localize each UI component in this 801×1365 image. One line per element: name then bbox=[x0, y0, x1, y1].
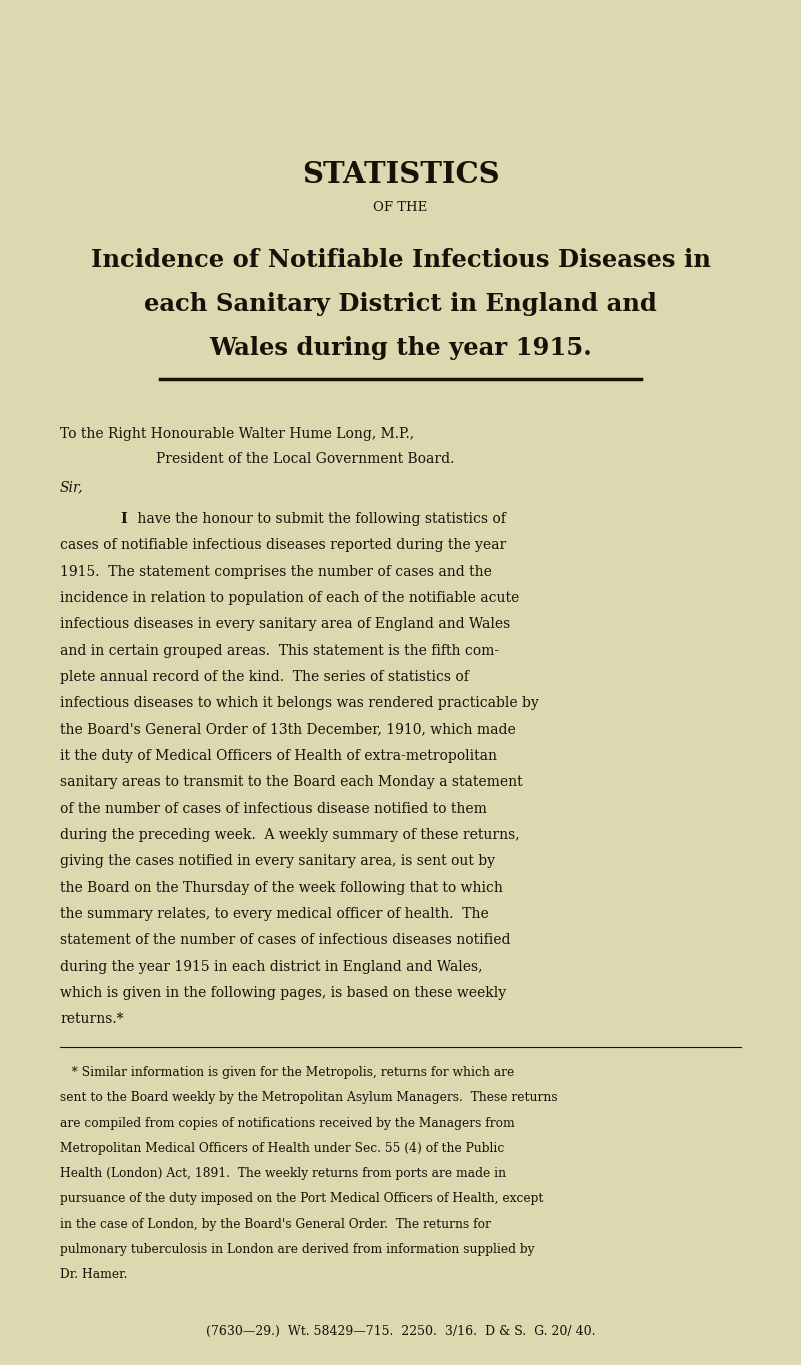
Text: during the year 1915 in each district in England and Wales,: during the year 1915 in each district in… bbox=[60, 960, 482, 973]
Text: it the duty of Medical Officers of Health of extra-metropolitan: it the duty of Medical Officers of Healt… bbox=[60, 749, 497, 763]
Text: cases of notifiable infectious diseases reported during the year: cases of notifiable infectious diseases … bbox=[60, 538, 506, 553]
Text: To the Right Honourable Walter Hume Long, M.P.,: To the Right Honourable Walter Hume Long… bbox=[60, 427, 414, 441]
Text: pulmonary tuberculosis in London are derived from information supplied by: pulmonary tuberculosis in London are der… bbox=[60, 1242, 534, 1256]
Text: sent to the Board weekly by the Metropolitan Asylum Managers.  These returns: sent to the Board weekly by the Metropol… bbox=[60, 1091, 557, 1104]
Text: STATISTICS: STATISTICS bbox=[302, 160, 499, 188]
Text: Metropolitan Medical Officers of Health under Sec. 55 (4) of the Public: Metropolitan Medical Officers of Health … bbox=[60, 1141, 505, 1155]
Text: I: I bbox=[120, 512, 127, 526]
Text: during the preceding week.  A weekly summary of these returns,: during the preceding week. A weekly summ… bbox=[60, 829, 520, 842]
Text: plete annual record of the kind.  The series of statistics of: plete annual record of the kind. The ser… bbox=[60, 670, 469, 684]
Text: returns.*: returns.* bbox=[60, 1013, 123, 1026]
Text: Health (London) Act, 1891.  The weekly returns from ports are made in: Health (London) Act, 1891. The weekly re… bbox=[60, 1167, 506, 1181]
Text: have the honour to submit the following statistics of: have the honour to submit the following … bbox=[133, 512, 506, 526]
Text: the summary relates, to every medical officer of health.  The: the summary relates, to every medical of… bbox=[60, 906, 489, 921]
Text: infectious diseases to which it belongs was rendered practicable by: infectious diseases to which it belongs … bbox=[60, 696, 539, 710]
Text: are compiled from copies of notifications received by the Managers from: are compiled from copies of notification… bbox=[60, 1117, 515, 1130]
Text: sanitary areas to transmit to the Board each Monday a statement: sanitary areas to transmit to the Board … bbox=[60, 775, 523, 789]
Text: statement of the number of cases of infectious diseases notified: statement of the number of cases of infe… bbox=[60, 934, 510, 947]
Text: (7630—29.)  Wt. 58429—715.  2250.  3/16.  D & S.  G. 20/ 40.: (7630—29.) Wt. 58429—715. 2250. 3/16. D … bbox=[206, 1325, 595, 1339]
Text: the Board on the Thursday of the week following that to which: the Board on the Thursday of the week fo… bbox=[60, 880, 503, 894]
Text: incidence in relation to population of each of the notifiable acute: incidence in relation to population of e… bbox=[60, 591, 519, 605]
Text: * Similar information is given for the Metropolis, returns for which are: * Similar information is given for the M… bbox=[60, 1066, 514, 1080]
Text: of the number of cases of infectious disease notified to them: of the number of cases of infectious dis… bbox=[60, 801, 487, 816]
Text: pursuance of the duty imposed on the Port Medical Officers of Health, except: pursuance of the duty imposed on the Por… bbox=[60, 1192, 543, 1205]
Text: Incidence of Notifiable Infectious Diseases in: Incidence of Notifiable Infectious Disea… bbox=[91, 248, 710, 273]
Text: each Sanitary District in England and: each Sanitary District in England and bbox=[144, 292, 657, 317]
Text: which is given in the following pages, is based on these weekly: which is given in the following pages, i… bbox=[60, 986, 506, 1001]
Text: and in certain grouped areas.  This statement is the fifth com-: and in certain grouped areas. This state… bbox=[60, 643, 499, 658]
Text: Dr. Hamer.: Dr. Hamer. bbox=[60, 1268, 127, 1282]
Text: the Board's General Order of 13th December, 1910, which made: the Board's General Order of 13th Decemb… bbox=[60, 722, 516, 737]
Text: Wales during the year 1915.: Wales during the year 1915. bbox=[209, 336, 592, 360]
Text: Sir,: Sir, bbox=[60, 480, 83, 494]
Text: in the case of London, by the Board's General Order.  The returns for: in the case of London, by the Board's Ge… bbox=[60, 1218, 491, 1231]
Text: infectious diseases in every sanitary area of England and Wales: infectious diseases in every sanitary ar… bbox=[60, 617, 510, 631]
Text: OF THE: OF THE bbox=[373, 201, 428, 214]
Text: giving the cases notified in every sanitary area, is sent out by: giving the cases notified in every sanit… bbox=[60, 854, 495, 868]
Text: 1915.  The statement comprises the number of cases and the: 1915. The statement comprises the number… bbox=[60, 565, 492, 579]
Text: President of the Local Government Board.: President of the Local Government Board. bbox=[156, 452, 455, 465]
